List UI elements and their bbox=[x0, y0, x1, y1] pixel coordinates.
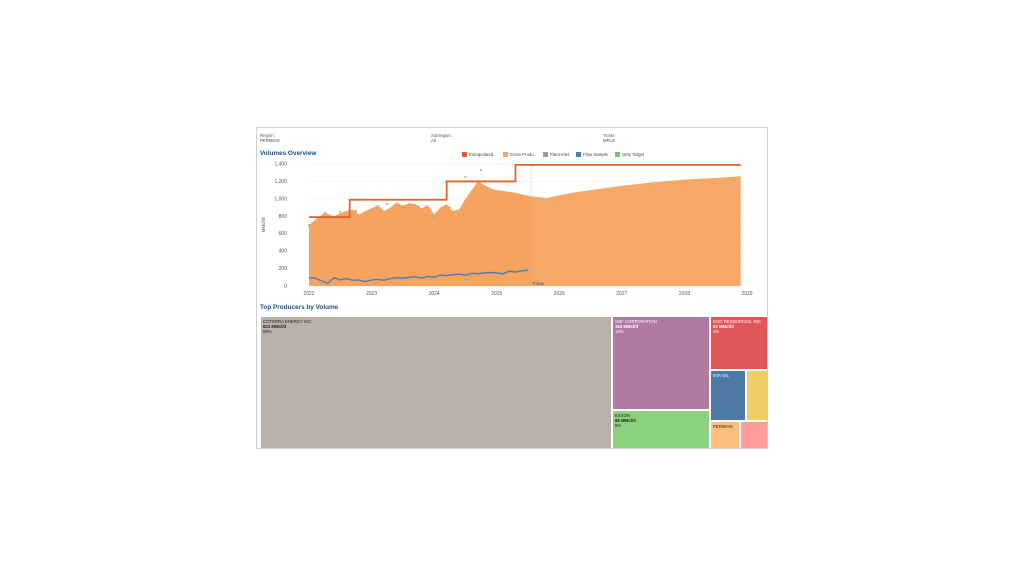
qtrly-target-point bbox=[339, 210, 342, 213]
legend-label: Flow Sample bbox=[583, 151, 608, 157]
flow-sample-line bbox=[308, 269, 529, 285]
qtrly-target-point bbox=[417, 205, 420, 208]
y-tick-label: 1,200 bbox=[274, 179, 287, 185]
tile-coterra[interactable]: COTERRA ENERGY INC 823 MMcf/d 69% bbox=[260, 316, 612, 448]
filter-value: PERMIAN bbox=[260, 138, 280, 143]
tile-percent: 4% bbox=[713, 329, 720, 334]
legend-swatch bbox=[502, 151, 508, 157]
legend-label: Qtrly Target bbox=[622, 151, 645, 157]
legend-item-plant-inlet[interactable]: Plant Inlet bbox=[543, 151, 570, 157]
y-tick-label: 800 bbox=[279, 214, 288, 220]
filter-value: MPLX bbox=[603, 138, 615, 143]
qtrly-target-point bbox=[323, 211, 326, 214]
filter-subregion[interactable]: Subregion: All bbox=[431, 133, 452, 143]
dashboard: Region: PERMIAN Subregion: All Ticker: M… bbox=[256, 127, 768, 449]
producers-title: Top Producers by Volume bbox=[260, 304, 339, 311]
qtrly-target-point bbox=[308, 224, 310, 226]
y-axis-label: MMcf/d bbox=[261, 217, 266, 232]
qtrly-target-point bbox=[480, 169, 483, 172]
forecast-shade bbox=[531, 164, 747, 286]
legend-swatch bbox=[462, 151, 467, 157]
qtrly-target-point bbox=[464, 176, 467, 179]
y-tick-label: 400 bbox=[279, 249, 288, 255]
legend-item-gross-production[interactable]: Gross Produ.. bbox=[502, 151, 537, 157]
qtrly-target-point bbox=[433, 216, 436, 219]
tile-other-yellow[interactable] bbox=[746, 370, 767, 421]
x-tick-label: 2029 bbox=[741, 291, 752, 297]
legend-item-extrapolated[interactable]: Extrapolated.. bbox=[462, 151, 496, 157]
y-tick-label: 1,000 bbox=[274, 196, 287, 202]
tile-name: GBF CORPORATION bbox=[615, 319, 657, 324]
tile-percent: 69% bbox=[263, 329, 272, 334]
qtrly-target-point bbox=[401, 205, 404, 208]
tile-percent: 6% bbox=[615, 423, 622, 428]
x-tick-label: 2026 bbox=[554, 291, 565, 297]
extrapolated-line bbox=[309, 163, 741, 219]
y-tick-label: 1,400 bbox=[274, 162, 287, 168]
legend-label: Gross Produ.. bbox=[509, 151, 537, 157]
tile-name: EXXON bbox=[615, 413, 631, 418]
tile-name: PERMIAN bbox=[713, 424, 733, 429]
qtrly-target-point bbox=[448, 206, 451, 209]
legend-item-flow-sample[interactable]: Flow Sample bbox=[576, 151, 608, 157]
tile-other-pink[interactable] bbox=[740, 421, 767, 448]
tile-name: COTERRA ENERGY INC bbox=[263, 319, 312, 324]
filter-ticker[interactable]: Ticker: MPLX bbox=[603, 133, 616, 143]
x-tick-label: 2027 bbox=[616, 291, 627, 297]
y-tick-label: 200 bbox=[279, 266, 288, 272]
y-tick-label: 600 bbox=[279, 231, 288, 237]
tile-name: BTA OIL bbox=[713, 373, 729, 378]
x-tick-label: 2023 bbox=[366, 291, 377, 297]
gross-production-area bbox=[309, 176, 741, 286]
tile-permian[interactable]: PERMIAN bbox=[710, 421, 740, 448]
y-tick-label: 0 bbox=[284, 284, 287, 290]
x-tick-label: 2028 bbox=[679, 291, 690, 297]
filter-value: All bbox=[431, 138, 436, 143]
filter-region[interactable]: Region: PERMIAN bbox=[260, 133, 280, 143]
legend-swatch bbox=[543, 151, 549, 157]
x-tick-label: 2024 bbox=[429, 291, 440, 297]
x-tick-label: 2022 bbox=[303, 291, 314, 297]
tile-gbf[interactable]: GBF CORPORATION 163 MMcf/d 14% bbox=[612, 316, 710, 410]
x-tick-label: 2025 bbox=[491, 291, 502, 297]
tile-value: 823 MMcf/d bbox=[263, 324, 287, 329]
filter-label: Ticker: bbox=[603, 133, 616, 138]
qtrly-target-point bbox=[386, 203, 389, 206]
volumes-title: Volumes Overview bbox=[260, 150, 317, 157]
volumes-chart[interactable]: 0 200 400 600 800 1,000 1,200 1,400 MMcf/d 2022 20… bbox=[257, 158, 768, 298]
producers-treemap: COTERRA ENERGY INC 823 MMcf/d 69% GBF CORPO… bbox=[260, 316, 767, 448]
tile-value: 68 MMcf/d bbox=[615, 418, 636, 423]
filter-label: Region: bbox=[260, 133, 275, 138]
tile-name: EOG RESOURCES, INC. bbox=[713, 319, 762, 324]
tile-bta-oil[interactable]: BTA OIL bbox=[710, 370, 746, 421]
legend-label: Plant Inlet bbox=[550, 151, 570, 157]
tile-eog[interactable]: EOG RESOURCES, INC. 52 MMcf/d 4% bbox=[710, 316, 767, 370]
tile-value: 52 MMcf/d bbox=[713, 324, 734, 329]
tile-exxon[interactable]: EXXON 68 MMcf/d 6% bbox=[612, 410, 710, 448]
legend-swatch bbox=[576, 151, 582, 157]
tile-value: 163 MMcf/d bbox=[615, 324, 639, 329]
qtrly-target-point bbox=[370, 209, 373, 212]
legend-item-qtrly-target[interactable]: Qtrly Target bbox=[615, 151, 645, 157]
qtrly-target-point bbox=[354, 210, 357, 213]
legend-label: Extrapolated.. bbox=[469, 151, 496, 157]
tile-percent: 14% bbox=[615, 329, 624, 334]
chart-legend: Extrapolated.. Gross Produ.. Plant Inlet… bbox=[462, 150, 644, 158]
filter-label: Subregion: bbox=[431, 133, 452, 138]
legend-swatch bbox=[615, 151, 620, 157]
today-label: Today bbox=[532, 281, 545, 286]
